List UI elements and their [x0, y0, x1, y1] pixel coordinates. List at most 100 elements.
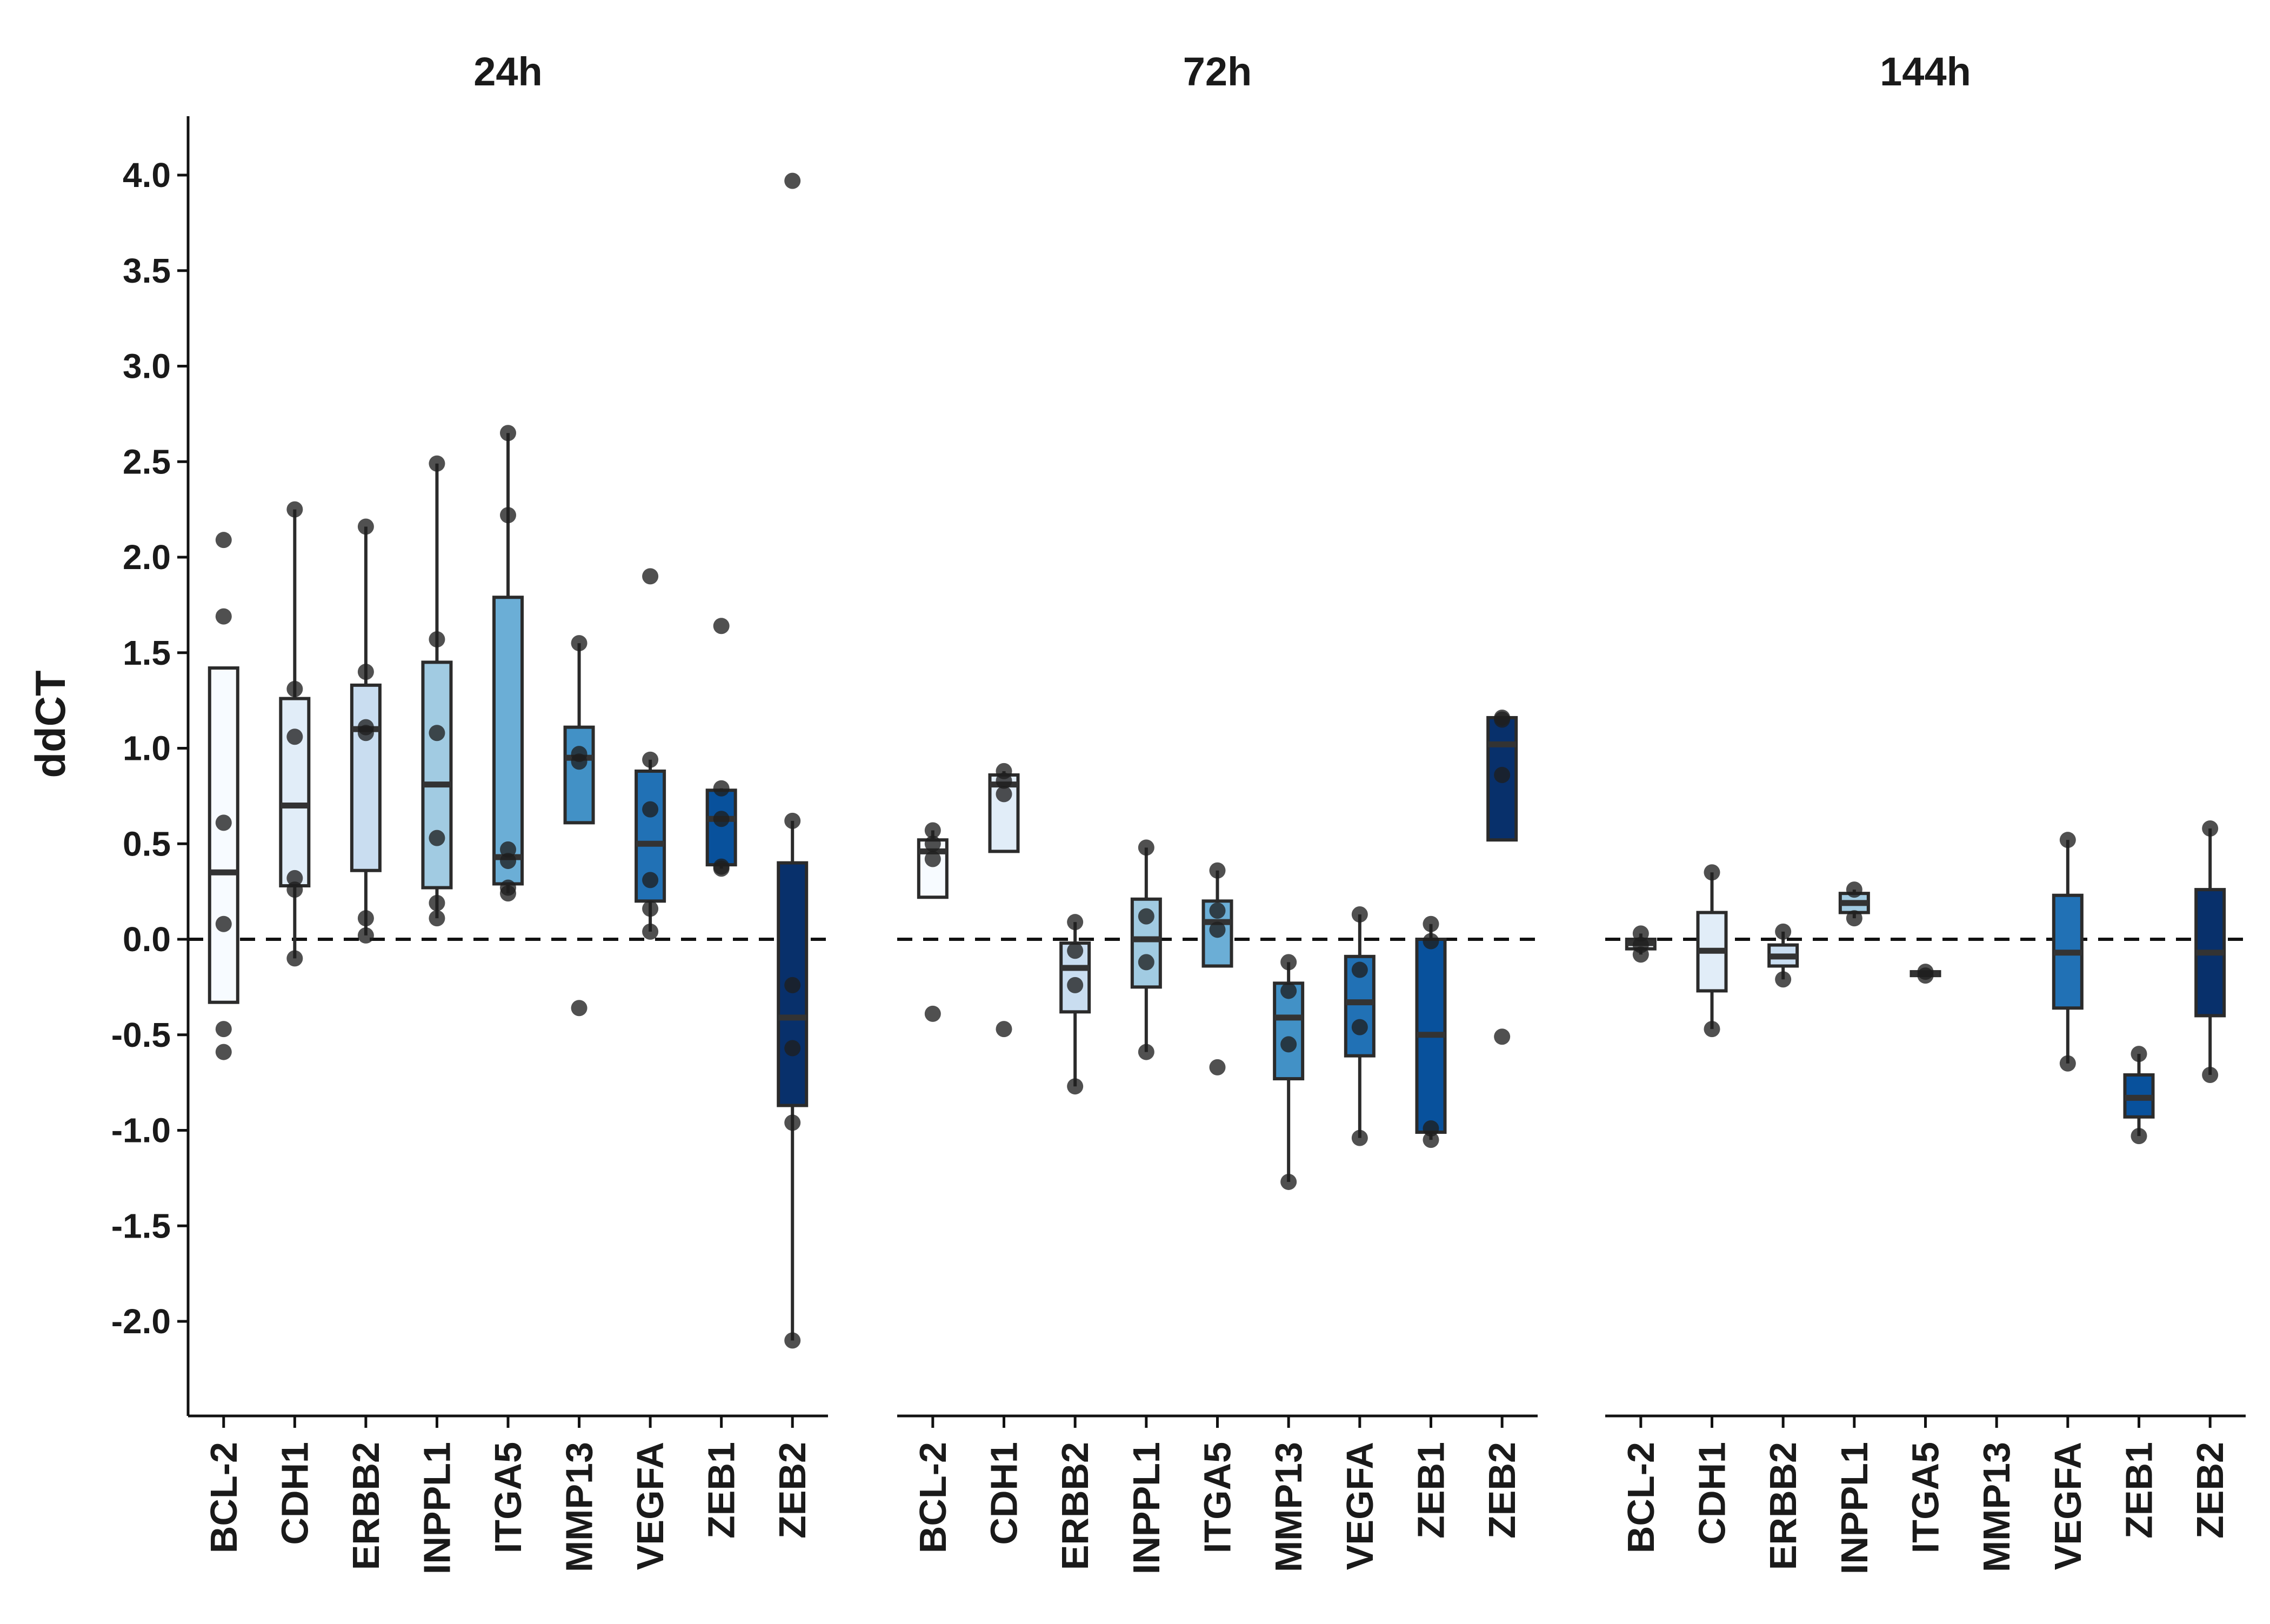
iqr-box: [705, 788, 737, 867]
data-point: [642, 923, 659, 940]
data-point: [1494, 766, 1511, 783]
data-point: [996, 1021, 1012, 1038]
data-point: [1423, 1120, 1439, 1137]
y-tick-label: 3.5: [123, 251, 171, 290]
x-tick-label-erbb2: ERBB2: [1054, 1442, 1096, 1570]
box-inppl1: [421, 455, 453, 927]
x-tick-label-inppl1: INPPL1: [1125, 1442, 1167, 1574]
box-inppl1: [1130, 839, 1162, 1060]
data-point: [784, 812, 801, 829]
data-point: [500, 425, 516, 442]
data-point: [357, 518, 374, 535]
panel-title: 72h: [1183, 49, 1252, 94]
box-cdh1: [1696, 864, 1728, 1038]
data-point: [1423, 915, 1439, 932]
data-point: [1280, 983, 1297, 999]
box-bcl-2: [208, 532, 239, 1060]
data-point: [642, 751, 659, 768]
data-point: [784, 1332, 801, 1349]
iqr-box: [350, 683, 382, 872]
data-point: [1280, 954, 1297, 971]
data-point: [571, 753, 587, 770]
data-point: [429, 455, 445, 472]
x-tick-label-vegfa: VEGFA: [629, 1442, 671, 1570]
data-point: [996, 786, 1012, 803]
data-point: [429, 910, 445, 927]
data-point: [924, 851, 941, 867]
box-cdh1: [988, 763, 1020, 1038]
box-mmp13: [1273, 954, 1305, 1190]
data-point: [2059, 1055, 2076, 1072]
data-point: [571, 1000, 587, 1017]
y-tick-label: 4.0: [123, 156, 171, 195]
data-point: [1351, 961, 1368, 978]
data-point: [571, 635, 587, 652]
data-point: [286, 881, 303, 898]
panel-title: 24h: [473, 49, 543, 94]
data-point: [1846, 881, 1862, 898]
data-point: [1494, 711, 1511, 728]
iqr-box: [208, 666, 239, 1004]
x-tick-label-cdh1: CDH1: [983, 1442, 1025, 1545]
data-point: [1209, 1059, 1226, 1075]
data-point: [215, 814, 232, 831]
data-point: [357, 725, 374, 741]
data-point: [2131, 1046, 2147, 1062]
x-tick-label-bcl-2: BCL-2: [1620, 1442, 1662, 1553]
data-point: [2202, 1066, 2219, 1083]
data-point: [429, 894, 445, 911]
box-erbb2: [1059, 914, 1091, 1095]
data-point: [1209, 921, 1226, 938]
data-point: [1209, 862, 1226, 879]
data-point: [1351, 1130, 1368, 1146]
data-point: [996, 772, 1012, 789]
data-point: [500, 507, 516, 524]
y-tick-label: 2.5: [123, 442, 171, 481]
panel-144h: 144h BCL-2 CDH1 ERBB2 INPPL1 ITGA5 MMP13 VEGFA Z…: [1605, 49, 2246, 1574]
x-tick-label-inppl1: INPPL1: [416, 1442, 458, 1574]
box-vegfa: [1344, 906, 1376, 1146]
data-point: [1423, 933, 1439, 950]
box-zeb2: [2194, 820, 2226, 1083]
data-point: [1351, 1019, 1368, 1035]
data-point: [1632, 925, 1649, 942]
data-point: [642, 872, 659, 888]
data-point: [642, 568, 659, 585]
box-erbb2: [350, 518, 382, 944]
data-point: [1423, 1132, 1439, 1148]
data-point: [1067, 1078, 1084, 1095]
y-tick-label: 0.5: [123, 824, 171, 863]
y-tick-label: -1.0: [111, 1111, 171, 1150]
y-tick-label: -1.5: [111, 1206, 171, 1245]
y-tick-label: 0.0: [123, 920, 171, 959]
panel-24h: 24h BCL-2 CDH1 ERBB2 INPPL1 ITGA5 MMP13 VEGFA ZE…: [188, 49, 828, 1574]
data-point: [1280, 1036, 1297, 1053]
x-tick-label-vegfa: VEGFA: [1339, 1442, 1381, 1570]
data-point: [500, 853, 516, 870]
x-tick-label-erbb2: ERBB2: [345, 1442, 387, 1570]
y-axis-title: ddCT: [26, 670, 74, 778]
data-point: [429, 830, 445, 846]
x-tick-label-itga5: ITGA5: [487, 1442, 529, 1553]
data-point: [642, 900, 659, 917]
data-point: [1494, 1028, 1511, 1045]
data-point: [2202, 820, 2219, 837]
x-tick-label-zeb1: ZEB1: [700, 1442, 743, 1539]
data-point: [1775, 923, 1792, 940]
data-point: [1067, 943, 1084, 959]
data-point: [1138, 839, 1154, 856]
box-erbb2: [1767, 923, 1799, 988]
iqr-box: [279, 697, 311, 888]
data-point: [1138, 954, 1154, 971]
x-tick-label-zeb2: ZEB2: [2189, 1442, 2231, 1539]
box-zeb2: [1486, 709, 1518, 1045]
data-point: [642, 801, 659, 818]
x-tick-label-zeb1: ZEB1: [1410, 1442, 1452, 1539]
box-itga5: [1910, 964, 1941, 984]
box-itga5: [492, 425, 524, 902]
data-point: [1704, 1021, 1720, 1038]
y-tick-label: -2.0: [111, 1302, 171, 1341]
box-bcl-2: [1625, 925, 1657, 963]
